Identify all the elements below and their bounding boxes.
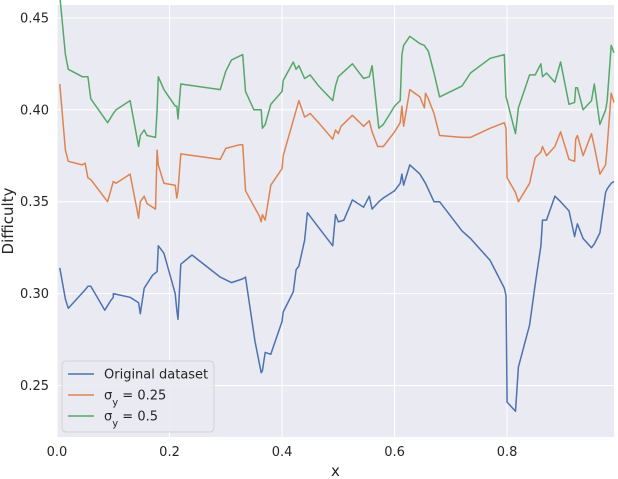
x-tick-labels: 0.0 0.2 0.4 0.6 0.8 [47,445,518,460]
grid [56,5,614,437]
x-tick-label: 0.0 [47,445,68,460]
y-axis-label: Difficulty [0,187,17,254]
y-tick-labels: 0.25 0.30 0.35 0.40 0.45 [20,11,49,394]
y-tick-label: 0.25 [20,379,49,394]
x-axis-label: x [331,462,340,479]
legend-label-3: σy = 0.5 [104,410,158,430]
y-tick-label: 0.30 [20,287,49,302]
legend-label-2: σy = 0.25 [104,389,166,409]
legend-box [61,360,215,433]
series-line-2 [59,83,615,223]
series-lines [59,0,615,413]
legend-label-1: Original dataset [104,368,208,383]
x-tick-label: 0.8 [497,445,518,460]
y-tick-label: 0.45 [20,11,49,26]
y-tick-label: 0.35 [20,195,49,210]
x-tick-label: 0.6 [384,445,405,460]
series-line-3 [59,0,615,148]
x-tick-label: 0.4 [272,445,293,460]
y-tick-label: 0.40 [20,103,49,118]
series-line-1 [59,164,615,413]
x-tick-label: 0.2 [159,445,180,460]
